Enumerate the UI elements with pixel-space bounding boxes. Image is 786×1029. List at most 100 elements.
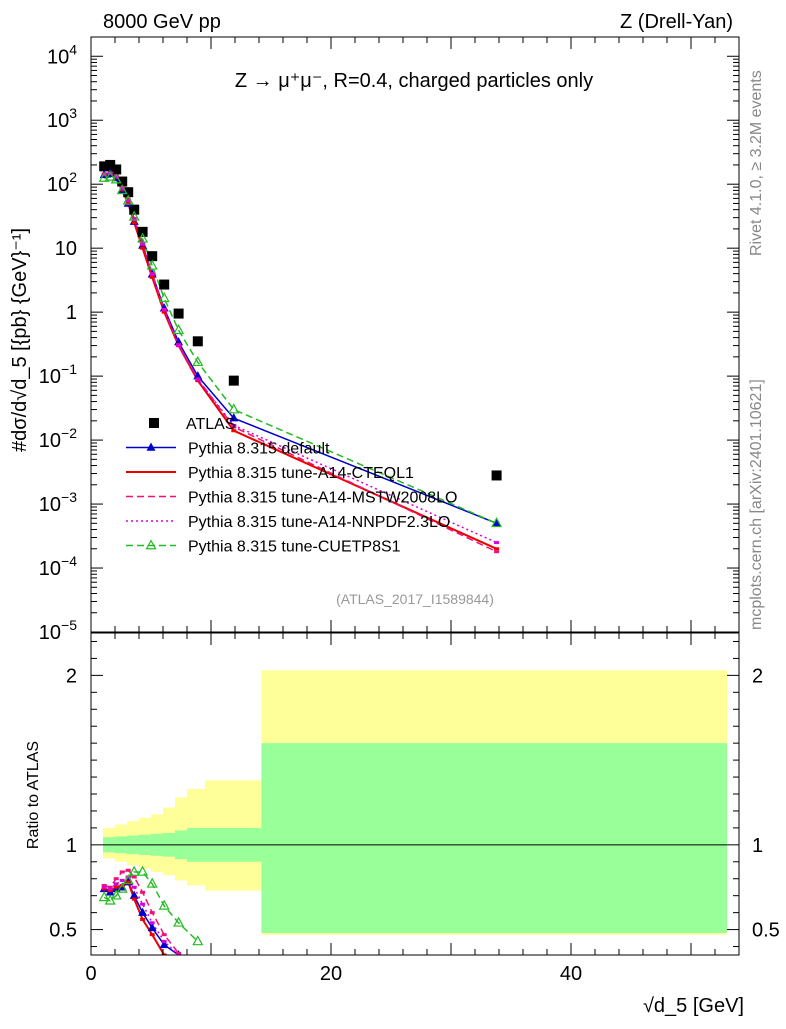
main-point-atlas-4 [123, 187, 134, 198]
legend-label-pythia-8-315-tune-cuetp8s1: Pythia 8.315 tune-CUETP8S1 [188, 539, 401, 556]
reference-label: (ATLAS_2017_I1589844) [336, 591, 494, 607]
main-ytick-base-9: 10 [39, 622, 61, 644]
ratio-point-pythia-8-315-tune-a14-mstw2008lo-5 [131, 875, 137, 879]
main-point-pythia-8-315-tune-a14-nnpdf2-3lo-1 [107, 171, 113, 175]
main-point-pythia-8-315-tune-cuetp8s1-9 [173, 324, 185, 335]
y-axis-label-main: #dσ/d√d_5 [{pb} {GeV}⁻¹] [9, 228, 31, 452]
ratio-point-pythia-8-315-tune-a14-nnpdf2-3lo-1 [107, 887, 113, 891]
main-ytick-base-0: 10 [47, 46, 69, 68]
ratio-ytick-label-right-1: 1 [752, 835, 763, 857]
ratio-point-pythia-8-315-tune-a14-nnpdf2-3lo-5 [131, 885, 137, 889]
main-point-pythia-8-315-tune-a14-nnpdf2-3lo-10 [195, 378, 201, 382]
main-point-pythia-8-315-tune-cuetp8s1-2 [110, 173, 122, 184]
main-point-atlas-0 [99, 161, 110, 172]
main-point-pythia-8-315-tune-a14-cteql1-11 [231, 429, 237, 433]
main-point-pythia-8-315-tune-a14-cteql1-8 [161, 310, 167, 314]
main-point-pythia-8-315-tune-a14-nnpdf2-3lo-8 [161, 308, 167, 312]
ratio-ytick-label-2: 2 [66, 665, 77, 687]
main-point-atlas-12 [491, 470, 502, 481]
ratio-point-pythia-8-315-tune-a14-mstw2008lo-4 [125, 868, 131, 872]
main-point-atlas-6 [137, 226, 148, 237]
main-ytick-label-1: 103 [47, 105, 77, 132]
legend-marker-atlas [149, 418, 159, 428]
ratio-point-pythia-8-315-tune-cuetp8s1-6 [137, 865, 149, 876]
ratio-point-pythia-8-315-tune-cuetp8s1-9 [173, 916, 185, 927]
legend-label-pythia-8-315-tune-a14-nnpdf2-3lo: Pythia 8.315 tune-A14-NNPDF2.3LO [188, 514, 450, 531]
main-point-pythia-8-315-tune-a14-nnpdf2-3lo-0 [101, 172, 107, 176]
main-point-atlas-9 [173, 308, 184, 319]
main-point-pythia-8-315-tune-a14-nnpdf2-3lo-6 [140, 242, 146, 246]
ratio-point-pythia-8-315-tune-a14-nnpdf2-3lo-3 [119, 878, 125, 882]
ratio-point-pythia-8-315-default-6 [138, 907, 148, 916]
ratio-point-pythia-8-315-default-8 [159, 939, 169, 949]
main-ytick-exp-2: 2 [69, 169, 77, 185]
ratio-point-pythia-8-315-tune-a14-mstw2008lo-1 [107, 885, 113, 889]
ratio-point-pythia-8-315-tune-a14-mstw2008lo-9 [176, 951, 182, 955]
ratio-point-pythia-8-315-tune-a14-nnpdf2-3lo-9 [176, 953, 182, 955]
main-ytick-label-7: 10−3 [39, 489, 77, 516]
main-ytick-label-2: 102 [47, 169, 77, 196]
main-point-pythia-8-315-tune-cuetp8s1-4 [122, 194, 134, 205]
main-point-atlas-7 [147, 251, 158, 262]
main-ytick-base-6: 10 [39, 430, 61, 452]
ratio-point-pythia-8-315-tune-cuetp8s1-4 [122, 874, 134, 885]
x-axis-label: √d_5 [GeV] [643, 995, 744, 1017]
main-point-pythia-8-315-tune-cuetp8s1-1 [104, 170, 116, 181]
legend-marker-pythia-8-315-default [146, 442, 156, 451]
main-point-atlas-11 [228, 375, 239, 386]
main-ytick-exp-9: −5 [61, 617, 77, 633]
ratio-line-pythia-8-315-tune-cuetp8s1 [103, 871, 199, 942]
ratio-point-pythia-8-315-tune-cuetp8s1-7 [146, 877, 158, 888]
ratio-ytick-label-0: 0.5 [49, 920, 77, 942]
ratio-point-pythia-8-315-tune-a14-cteql1-5 [131, 897, 137, 901]
ratio-point-pythia-8-315-default-7 [147, 922, 157, 932]
main-ytick-exp-6: −2 [61, 425, 77, 441]
main-point-pythia-8-315-tune-cuetp8s1-8 [158, 291, 170, 303]
main-point-pythia-8-315-tune-cuetp8s1-6 [137, 232, 149, 243]
main-ytick-base-1: 10 [47, 110, 69, 132]
main-ytick-exp-5: −1 [61, 361, 77, 377]
ratio-point-pythia-8-315-tune-cuetp8s1-3 [116, 882, 128, 893]
main-ytick-base-5: 10 [39, 366, 61, 388]
main-point-pythia-8-315-tune-cuetp8s1-10 [192, 355, 204, 367]
ratio-point-pythia-8-315-tune-cuetp8s1-10 [192, 935, 204, 946]
main-point-pythia-8-315-tune-a14-mstw2008lo-12 [494, 550, 500, 554]
rivet-label: Rivet 4.1.0, ≥ 3.2M events [748, 70, 765, 256]
ratio-point-pythia-8-315-tune-a14-mstw2008lo-8 [161, 933, 167, 937]
ratio-point-pythia-8-315-tune-a14-cteql1-0 [101, 887, 107, 891]
main-ytick-label-3: 10 [55, 238, 77, 260]
main-line-pythia-8-315-tune-a14-nnpdf2-3lo [104, 172, 497, 544]
header-right: Z (Drell-Yan) [620, 11, 733, 33]
ratio-line-pythia-8-315-tune-a14-nnpdf2-3lo [103, 875, 180, 955]
legend-label-pythia-8-315-tune-a14-mstw2008lo: Pythia 8.315 tune-A14-MSTW2008LO [188, 490, 457, 507]
main-point-pythia-8-315-tune-a14-nnpdf2-3lo-12 [494, 541, 500, 545]
main-point-pythia-8-315-tune-cuetp8s1-7 [146, 259, 158, 270]
main-ytick-exp-7: −3 [61, 489, 77, 505]
main-point-atlas-8 [159, 279, 170, 290]
series-markers [98, 159, 503, 955]
ratio-point-pythia-8-315-tune-a14-cteql1-1 [107, 889, 113, 893]
ratio-point-pythia-8-315-default-5 [129, 890, 139, 899]
main-point-pythia-8-315-tune-cuetp8s1-3 [116, 184, 128, 195]
main-ytick-base-7: 10 [39, 494, 61, 516]
main-ytick-exp-1: 3 [69, 105, 77, 121]
main-point-pythia-8-315-tune-cuetp8s1-0 [98, 171, 110, 182]
main-frame [90, 36, 740, 633]
ratio-ytick-label-right-2: 2 [752, 665, 763, 687]
main-point-pythia-8-315-default-11 [229, 413, 239, 422]
main-point-pythia-8-315-tune-a14-mstw2008lo-11 [231, 425, 237, 429]
ratio-point-pythia-8-315-tune-a14-cteql1-2 [113, 885, 119, 889]
ratio-point-pythia-8-315-tune-cuetp8s1-8 [158, 899, 170, 910]
ratio-point-pythia-8-315-tune-a14-nnpdf2-3lo-4 [125, 875, 131, 879]
main-point-atlas-10 [192, 336, 203, 347]
main-ytick-label-0: 104 [47, 41, 77, 68]
main-point-pythia-8-315-tune-a14-nnpdf2-3lo-7 [149, 272, 155, 276]
main-title: Z → μ⁺μ⁻, R=0.4, charged particles only [235, 70, 593, 92]
header-left: 8000 GeV pp [103, 11, 221, 33]
ratio-point-pythia-8-315-tune-a14-nnpdf2-3lo-6 [140, 902, 146, 906]
main-point-pythia-8-315-tune-a14-nnpdf2-3lo-4 [125, 199, 131, 203]
main-ytick-exp-0: 4 [69, 41, 77, 57]
ratio-point-pythia-8-315-tune-a14-cteql1-3 [119, 884, 125, 888]
